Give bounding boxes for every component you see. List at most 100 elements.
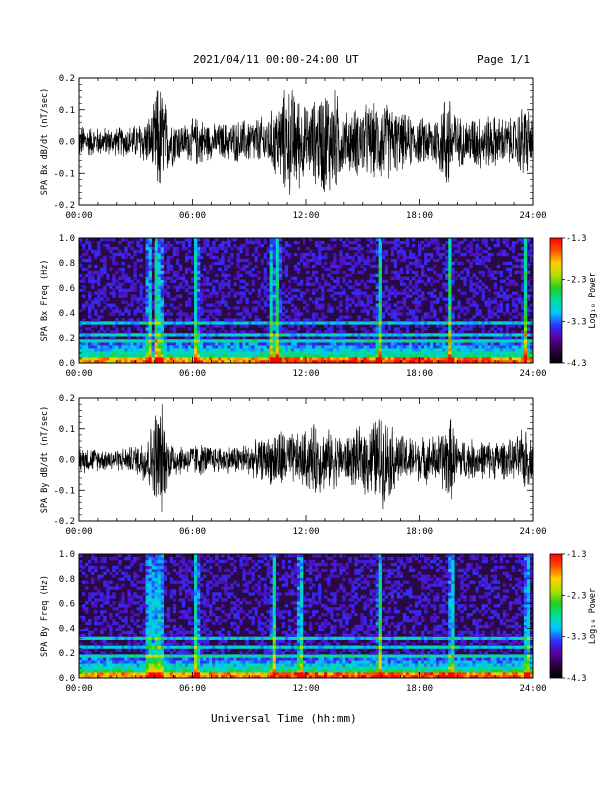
spectrogram-cell — [399, 342, 404, 346]
spectrogram-cell — [248, 345, 252, 349]
spectrogram-cell — [436, 243, 440, 248]
spectrogram-cell — [136, 669, 140, 673]
spectrogram-cell — [408, 294, 413, 298]
spectrogram-cell — [381, 249, 385, 254]
spectrogram-cell — [127, 321, 131, 325]
spectrogram-cell — [154, 621, 158, 626]
spectrogram-cell — [130, 675, 134, 679]
spectrogram-cell — [257, 324, 261, 328]
spectrogram-cell — [384, 249, 389, 254]
spectrogram-cell — [109, 255, 113, 260]
spectrogram-cell — [97, 273, 101, 277]
spectrogram-cell — [154, 294, 158, 298]
spectrogram-cell — [511, 333, 516, 337]
spectrogram-cell — [336, 345, 340, 349]
spectrogram-cell — [445, 285, 449, 289]
spectrogram-cell — [460, 276, 464, 280]
spectrogram-cell — [82, 580, 86, 584]
spectrogram-cell — [103, 657, 107, 661]
spectrogram-cell — [421, 321, 425, 325]
spectrogram-cell — [520, 252, 525, 257]
spectrogram-cell — [254, 354, 258, 358]
spectrogram-cell — [197, 246, 201, 251]
spectrogram-cell — [142, 354, 146, 358]
spectrogram-cell — [145, 574, 149, 578]
spectrogram-cell — [263, 309, 267, 313]
spectrogram-cell — [275, 327, 280, 331]
spectrogram-cell — [502, 279, 507, 283]
spectrogram-cell — [306, 288, 310, 292]
spectrogram-cell — [136, 601, 140, 605]
spectrogram-cell — [405, 285, 410, 289]
spectrogram-cell — [475, 312, 479, 316]
spectrogram-cell — [284, 315, 289, 319]
spectrogram-cell — [457, 312, 461, 316]
spectrogram-cell — [112, 669, 116, 673]
spectrogram-cell — [181, 351, 186, 355]
spectrogram-cell — [378, 285, 382, 289]
spectrogram-cell — [290, 309, 295, 313]
spectrogram-cell — [172, 348, 177, 352]
spectrogram-cell — [136, 357, 140, 361]
spectrogram-cell — [408, 333, 413, 337]
spectrogram-cell — [463, 339, 467, 343]
spectrogram-cell — [469, 297, 473, 301]
spectrogram-cell — [154, 648, 158, 652]
spectrogram-cell — [163, 351, 168, 355]
spectrogram-cell — [112, 636, 116, 640]
spectrogram-cell — [109, 616, 113, 620]
spectrogram-cell — [442, 297, 446, 301]
spectrogram-cell — [91, 348, 95, 352]
spectrogram-cell — [299, 360, 304, 364]
spectrogram-cell — [112, 586, 116, 590]
spectrogram-cell — [269, 261, 274, 266]
spectrogram-cell — [169, 312, 174, 316]
spectrogram-cell — [339, 252, 343, 257]
spectrogram-cell — [442, 354, 446, 358]
spectrogram-cell — [272, 345, 277, 349]
spectrogram-cell — [154, 607, 158, 611]
spectrogram-cell — [248, 291, 252, 295]
spectrogram-cell — [272, 315, 277, 319]
spectrogram-cell — [520, 282, 525, 286]
spectrogram-cell — [384, 264, 389, 269]
spectrogram-cell — [115, 252, 119, 257]
spectrogram-cell — [272, 273, 277, 277]
spectrogram-cell — [124, 351, 128, 355]
spectrogram-cell — [212, 246, 216, 251]
spectrogram-cell — [88, 565, 92, 570]
spectrogram-cell — [109, 357, 113, 361]
spectrogram-cell — [439, 306, 443, 310]
spectrogram-cell — [151, 639, 155, 643]
spectrogram-cell — [511, 351, 516, 355]
spectrogram-cell — [269, 276, 274, 280]
spectrogram-cell — [221, 258, 225, 263]
spectrogram-cell — [154, 565, 158, 570]
spectrogram-cell — [257, 321, 261, 325]
spectrogram-cell — [520, 246, 525, 251]
spectrogram-cell — [484, 240, 488, 245]
spectrogram-cell — [166, 258, 171, 263]
spectrogram-cell — [496, 354, 501, 358]
spectrogram-cell — [424, 333, 428, 337]
spectrogram-cell — [324, 282, 328, 286]
spectrogram-cell — [212, 279, 216, 283]
spectrogram-cell — [327, 306, 331, 310]
spectrogram-cell — [124, 610, 128, 614]
spectrogram-cell — [251, 279, 255, 283]
spectrogram-cell — [475, 342, 479, 346]
spectrogram-cell — [275, 297, 280, 301]
spectrogram-cell — [194, 282, 198, 286]
spectrogram-cell — [390, 249, 395, 254]
spectrogram-cell — [197, 297, 201, 301]
spectrogram-cell — [160, 627, 165, 632]
spectrogram-cell — [121, 618, 125, 623]
spectrogram-cell — [154, 360, 158, 364]
spectrogram-cell — [511, 360, 516, 364]
spectrogram-cell — [194, 249, 198, 254]
spectrogram-cell — [236, 318, 240, 322]
spectrogram-cell — [421, 270, 425, 275]
spectrogram-cell — [312, 333, 316, 337]
spectrogram-cell — [505, 252, 510, 257]
spectrogram-cell — [272, 357, 277, 361]
